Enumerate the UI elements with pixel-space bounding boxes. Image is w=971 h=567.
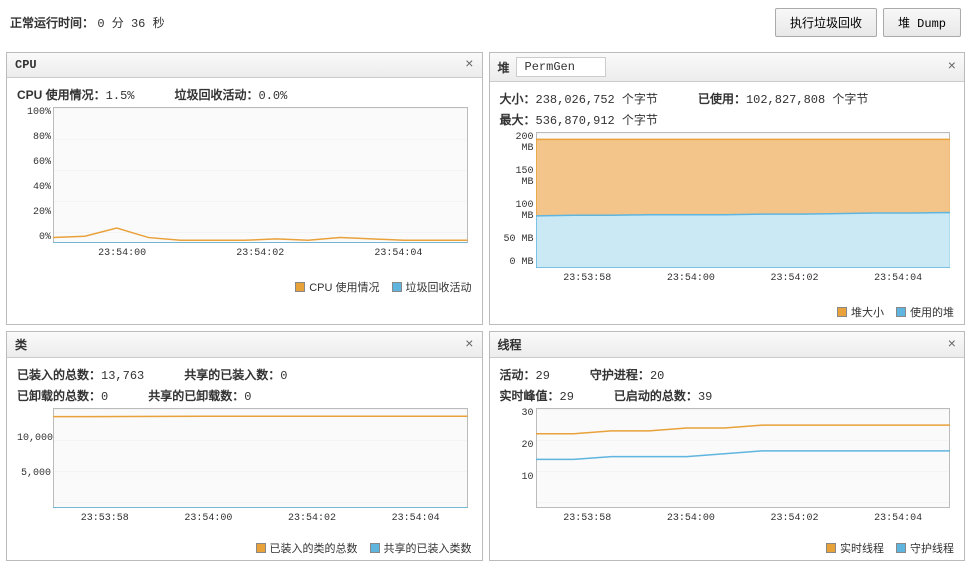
cpu-panel-header: CPU ×	[7, 53, 482, 78]
class-body: 已装入的总数：13,763 共享的已装入数：0 已卸载的总数：0 共享的已卸载数…	[7, 358, 482, 536]
cpu-usage-label: CPU 使用情况：	[17, 88, 106, 102]
legend-label: 垃圾回收活动	[406, 279, 472, 295]
heap-used-value: 102,827,808 个字节	[746, 93, 868, 107]
legend-item: 使用的堆	[896, 304, 954, 320]
heap-chart: 200 MB150 MB100 MB50 MB0 MB 23:53:5823:5…	[500, 132, 955, 292]
legend-item: 实时线程	[826, 540, 884, 556]
heap-dump-button[interactable]: 堆 Dump	[883, 8, 961, 37]
close-icon[interactable]: ×	[465, 57, 473, 73]
started-value: 39	[698, 390, 712, 404]
gc-activity-label: 垃圾回收活动：	[174, 88, 258, 102]
heap-size-value: 238,026,752 个字节	[536, 93, 658, 107]
panels-grid: CPU × CPU 使用情况：1.5% 垃圾回收活动：0.0% 100%80%6…	[0, 46, 971, 567]
active-value: 29	[536, 369, 550, 383]
thread-body: 活动：29 守护进程：20 实时峰值：29 已启动的总数：39 302010 2…	[490, 358, 965, 536]
peak-label: 实时峰值：	[500, 389, 560, 403]
class-panel: 类 × 已装入的总数：13,763 共享的已装入数：0 已卸载的总数：0 共享的…	[6, 331, 483, 561]
shared-loaded-label: 共享的已装入数：	[184, 368, 280, 382]
thread-legend: 实时线程 守护线程	[490, 536, 965, 560]
legend-label: 共享的已装入类数	[384, 540, 472, 556]
shared-loaded-value: 0	[280, 369, 287, 383]
cpu-usage-value: 1.5%	[106, 89, 135, 103]
legend-item: 守护线程	[896, 540, 954, 556]
gc-activity-value: 0.0%	[259, 89, 288, 103]
shared-unloaded-label: 共享的已卸载数：	[148, 389, 244, 403]
heap-used-label: 已使用：	[698, 92, 746, 106]
heap-body: 大小：238,026,752 个字节 已使用：102,827,808 个字节 最…	[490, 82, 965, 300]
class-panel-header: 类 ×	[7, 332, 482, 358]
legend-label: 守护线程	[910, 540, 954, 556]
thread-panel: 线程 × 活动：29 守护进程：20 实时峰值：29 已启动的总数：39 302…	[489, 331, 966, 561]
daemon-label: 守护进程：	[590, 368, 650, 382]
legend-swatch	[370, 543, 380, 553]
daemon-value: 20	[650, 369, 664, 383]
close-icon[interactable]: ×	[948, 337, 956, 353]
heap-legend: 堆大小 使用的堆	[490, 300, 965, 324]
legend-label: CPU 使用情况	[309, 279, 379, 295]
class-title: 类	[15, 336, 27, 353]
legend-swatch	[896, 543, 906, 553]
thread-chart: 302010 23:53:5823:54:0023:54:0223:54:04	[500, 408, 955, 528]
started-label: 已启动的总数：	[614, 389, 698, 403]
class-legend: 已装入的类的总数 共享的已装入类数	[7, 536, 482, 560]
thread-title: 线程	[498, 336, 522, 353]
header-buttons: 执行垃圾回收 堆 Dump	[775, 8, 961, 37]
close-icon[interactable]: ×	[465, 337, 473, 353]
legend-label: 使用的堆	[910, 304, 954, 320]
uptime-label: 正常运行时间：	[10, 16, 94, 30]
active-label: 活动：	[500, 368, 536, 382]
legend-label: 实时线程	[840, 540, 884, 556]
run-gc-button[interactable]: 执行垃圾回收	[775, 8, 877, 37]
cpu-legend: CPU 使用情况 垃圾回收活动	[7, 275, 482, 299]
cpu-title: CPU	[15, 58, 37, 72]
thread-panel-header: 线程 ×	[490, 332, 965, 358]
heap-tab[interactable]: PermGen	[516, 57, 606, 77]
heap-max-value: 536,870,912 个字节	[536, 114, 658, 128]
cpu-panel: CPU × CPU 使用情况：1.5% 垃圾回收活动：0.0% 100%80%6…	[6, 52, 483, 325]
legend-swatch	[295, 282, 305, 292]
heap-size-label: 大小：	[500, 92, 536, 106]
heap-max-label: 最大：	[500, 113, 536, 127]
legend-label: 堆大小	[851, 304, 884, 320]
legend-item: 垃圾回收活动	[392, 279, 472, 295]
heap-panel: 堆 PermGen × 大小：238,026,752 个字节 已使用：102,8…	[489, 52, 966, 325]
heap-panel-header: 堆 PermGen ×	[490, 53, 965, 82]
legend-item: 共享的已装入类数	[370, 540, 472, 556]
uptime-value: 0 分 36 秒	[97, 17, 164, 31]
legend-item: 已装入的类的总数	[256, 540, 358, 556]
shared-unloaded-value: 0	[244, 390, 251, 404]
unloaded-value: 0	[101, 390, 108, 404]
loaded-label: 已装入的总数：	[17, 368, 101, 382]
close-icon[interactable]: ×	[948, 59, 956, 75]
legend-swatch	[896, 307, 906, 317]
cpu-body: CPU 使用情况：1.5% 垃圾回收活动：0.0% 100%80%60%40%2…	[7, 78, 482, 275]
heap-title: 堆	[498, 59, 510, 76]
legend-item: CPU 使用情况	[295, 279, 379, 295]
header: 正常运行时间： 0 分 36 秒 执行垃圾回收 堆 Dump	[0, 0, 971, 46]
uptime: 正常运行时间： 0 分 36 秒	[10, 14, 165, 31]
legend-label: 已装入的类的总数	[270, 540, 358, 556]
peak-value: 29	[560, 390, 574, 404]
legend-swatch	[392, 282, 402, 292]
legend-swatch	[826, 543, 836, 553]
class-chart: 10,0005,000 23:53:5823:54:0023:54:0223:5…	[17, 408, 472, 528]
cpu-chart: 100%80%60%40%20%0% 23:54:0023:54:0223:54…	[17, 107, 472, 267]
unloaded-label: 已卸载的总数：	[17, 389, 101, 403]
legend-swatch	[837, 307, 847, 317]
loaded-value: 13,763	[101, 369, 144, 383]
legend-item: 堆大小	[837, 304, 884, 320]
legend-swatch	[256, 543, 266, 553]
